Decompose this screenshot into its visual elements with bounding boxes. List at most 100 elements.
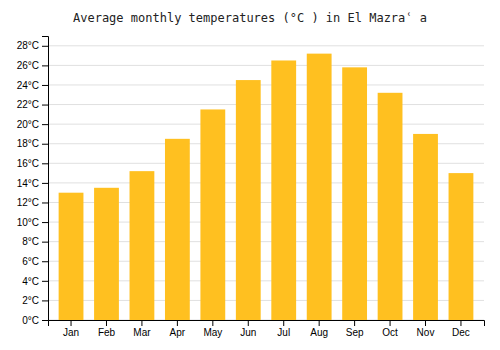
- y-tick-mark: [42, 300, 48, 301]
- x-tick: May: [203, 320, 222, 338]
- y-tick-mark: [42, 183, 48, 184]
- bar: [449, 173, 474, 320]
- x-tick-label: Feb: [98, 327, 116, 338]
- y-tick: 20°C: [17, 119, 48, 130]
- plot: 0°C 2°C 4°C 6°C 8°C 10°C 12°C 14°C 16°C 18°C 20°C 2…: [17, 37, 485, 339]
- x-axis-line: [49, 321, 485, 327]
- bar: [130, 171, 155, 320]
- bar: [378, 93, 403, 320]
- x-tick-label: Sep: [346, 327, 364, 338]
- y-tick-mark: [42, 105, 48, 106]
- y-tick-mark: [42, 242, 48, 243]
- x-tick-mark: [390, 320, 391, 326]
- y-tick: 22°C: [17, 99, 48, 110]
- x-tick-label: Apr: [170, 327, 186, 338]
- x-tick-label: Jun: [240, 327, 256, 338]
- y-tick-mark: [42, 222, 48, 223]
- x-tick-label: Jan: [63, 327, 79, 338]
- y-tick-mark: [42, 46, 48, 47]
- x-tick-mark: [106, 320, 107, 326]
- grid-line: [48, 45, 484, 46]
- x-tick: Jun: [240, 320, 256, 338]
- y-tick-mark: [42, 124, 48, 125]
- x-tick: Dec: [452, 320, 470, 338]
- x-tick: Jul: [277, 320, 290, 338]
- y-tick-label: 26°C: [17, 60, 39, 71]
- title: Average monthly temperatures (°C ) in El…: [73, 11, 427, 25]
- grid-line: [48, 104, 484, 105]
- bar: [236, 80, 261, 320]
- y-tick-mark: [42, 85, 48, 86]
- x-tick: Mar: [133, 320, 151, 338]
- x-tick-mark: [319, 320, 320, 326]
- x-tick-mark: [71, 320, 72, 326]
- x-tick: Feb: [98, 320, 116, 338]
- x-tick-label: Aug: [310, 327, 328, 338]
- grid-line: [48, 65, 484, 66]
- y-tick-label: 12°C: [17, 197, 39, 208]
- x-tick: Sep: [346, 320, 364, 338]
- grid-line: [48, 84, 484, 85]
- x-tick-mark: [460, 320, 461, 326]
- x-tick-mark: [248, 320, 249, 326]
- x-tick-mark: [212, 320, 213, 326]
- x-tick-label: Mar: [133, 327, 151, 338]
- y-tick-label: 10°C: [17, 217, 39, 228]
- x-tick-mark: [177, 320, 178, 326]
- x-tick: Aug: [310, 320, 328, 338]
- x-tick-label: Dec: [452, 327, 470, 338]
- x-axis: Jan Feb Mar Apr May Jun Jul Aug Sep Oct Nov Dec: [49, 320, 485, 338]
- y-tick: 2°C: [22, 295, 48, 306]
- y-tick-mark: [42, 281, 48, 282]
- y-tick: 14°C: [17, 178, 48, 189]
- bar: [200, 109, 225, 320]
- x-tick-mark: [425, 320, 426, 326]
- y-tick-label: 18°C: [17, 138, 39, 149]
- x-tick-label: May: [203, 327, 222, 338]
- y-tick: 4°C: [22, 276, 48, 287]
- y-tick-mark: [42, 144, 48, 145]
- grid: [48, 46, 484, 320]
- x-tick-label: Nov: [417, 327, 435, 338]
- bar: [271, 60, 296, 320]
- y-tick-label: 0°C: [22, 315, 39, 326]
- x-tick: Jan: [63, 320, 79, 338]
- bar: [342, 67, 367, 320]
- y-tick-label: 6°C: [22, 256, 39, 267]
- x-tick-mark: [354, 320, 355, 326]
- y-tick-label: 2°C: [22, 295, 39, 306]
- y-tick: 0°C: [22, 315, 48, 326]
- y-tick: 26°C: [17, 60, 48, 71]
- y-axis-line: [42, 37, 49, 321]
- y-tick: 16°C: [17, 158, 48, 169]
- y-tick-label: 14°C: [17, 178, 39, 189]
- y-axis: 0°C 2°C 4°C 6°C 8°C 10°C 12°C 14°C 16°C 18°C 20°C 2…: [17, 37, 49, 326]
- y-tick-mark: [42, 163, 48, 164]
- x-tick-label: Oct: [382, 327, 398, 338]
- bar: [165, 139, 190, 320]
- y-tick-label: 28°C: [17, 40, 39, 51]
- y-tick: 10°C: [17, 217, 48, 228]
- y-tick-label: 8°C: [22, 236, 39, 247]
- y-tick-mark: [42, 202, 48, 203]
- bar: [59, 193, 84, 320]
- y-tick: 12°C: [17, 197, 48, 208]
- y-tick-label: 24°C: [17, 80, 39, 91]
- y-tick: 8°C: [22, 236, 48, 247]
- y-tick: 18°C: [17, 138, 48, 149]
- y-tick-label: 22°C: [17, 99, 39, 110]
- y-tick-label: 20°C: [17, 119, 39, 130]
- x-tick: Apr: [170, 320, 186, 338]
- y-tick-label: 16°C: [17, 158, 39, 169]
- chart: 0°C 2°C 4°C 6°C 8°C 10°C 12°C 14°C 16°C 18°C 20°C 2…: [0, 0, 500, 350]
- bars: [59, 54, 474, 320]
- x-tick-mark: [283, 320, 284, 326]
- x-tick: Oct: [382, 320, 398, 338]
- grid-line: [48, 124, 484, 125]
- bar: [307, 54, 332, 320]
- y-tick-mark: [42, 320, 48, 321]
- y-tick: 28°C: [17, 40, 48, 51]
- y-tick-mark: [42, 261, 48, 262]
- y-tick-label: 4°C: [22, 276, 39, 287]
- x-tick-label: Jul: [277, 327, 290, 338]
